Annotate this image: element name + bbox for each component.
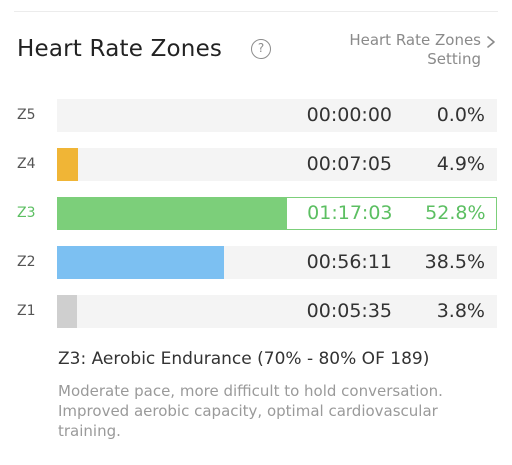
zone-percent: 4.9% bbox=[436, 153, 485, 175]
zone-row-z1[interactable]: Z1 00:05:35 3.8% bbox=[17, 295, 497, 328]
zone-time: 00:56:11 bbox=[306, 251, 392, 273]
zone-percent: 38.5% bbox=[424, 251, 485, 273]
zone-label: Z5 bbox=[17, 107, 36, 123]
zone-track: 00:56:11 38.5% bbox=[57, 246, 497, 279]
zone-percent: 3.8% bbox=[436, 300, 485, 322]
zone-row-z2[interactable]: Z2 00:56:11 38.5% bbox=[17, 246, 497, 279]
zone-time: 00:07:05 bbox=[306, 153, 392, 175]
page-title: Heart Rate Zones bbox=[17, 36, 223, 62]
chevron-right-icon bbox=[487, 36, 495, 48]
zone-label: Z2 bbox=[17, 254, 36, 270]
zone-row-z5[interactable]: Z5 00:00:00 0.0% bbox=[17, 99, 497, 132]
zone-percent: 0.0% bbox=[436, 104, 485, 126]
zone-track: 00:00:00 0.0% bbox=[57, 99, 497, 132]
top-divider bbox=[14, 11, 498, 12]
zone-track: 00:05:35 3.8% bbox=[57, 295, 497, 328]
question-circle-icon[interactable]: ? bbox=[251, 39, 271, 59]
zone-bar-fill bbox=[57, 295, 77, 328]
zone-time: 01:17:03 bbox=[307, 201, 393, 224]
zone-description-title: Z3: Aerobic Endurance (70% - 80% OF 189) bbox=[58, 349, 430, 369]
zone-time: 00:00:00 bbox=[306, 104, 392, 126]
settings-link-label: Heart Rate Zones Setting bbox=[349, 31, 481, 68]
zone-row-z4[interactable]: Z4 00:07:05 4.9% bbox=[17, 148, 497, 181]
zone-track: 01:17:03 52.8% bbox=[57, 197, 497, 230]
header: Heart Rate Zones ? Heart Rate Zones Sett… bbox=[17, 30, 497, 78]
zone-row-z3[interactable]: Z3 01:17:03 52.8% bbox=[17, 197, 497, 230]
zone-bar-fill bbox=[57, 148, 79, 181]
zone-label: Z4 bbox=[17, 156, 36, 172]
zone-label: Z3 bbox=[17, 205, 36, 221]
zone-bar-fill bbox=[57, 246, 224, 279]
zone-label: Z1 bbox=[17, 303, 36, 319]
zone-track: 00:07:05 4.9% bbox=[57, 148, 497, 181]
heart-rate-zones-setting-link[interactable]: Heart Rate Zones Setting bbox=[327, 30, 497, 72]
zone-time: 00:05:35 bbox=[306, 300, 392, 322]
zone-description-text: Moderate pace, more difficult to hold co… bbox=[58, 382, 443, 440]
zone-percent: 52.8% bbox=[425, 201, 486, 224]
zone-bar-fill bbox=[58, 198, 287, 229]
zone-list: Z5 00:00:00 0.0% Z4 00:07:05 4.9% Z3 01:… bbox=[17, 99, 497, 344]
